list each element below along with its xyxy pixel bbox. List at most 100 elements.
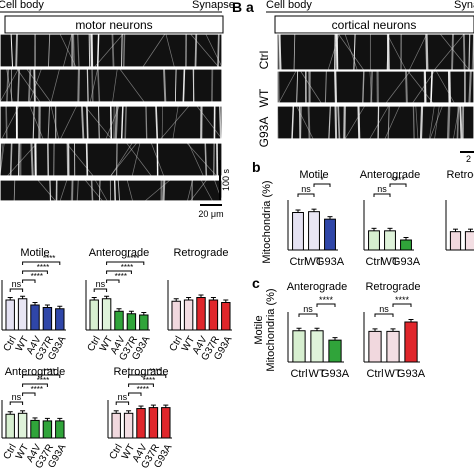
bar-chart: AnterogradeCtrlWTA4VG37RG93Ans**********…: [1, 366, 69, 471]
kymo-stationary-trace: [109, 105, 113, 140]
kymo-moving-trace: [126, 179, 133, 202]
kymo-moving-trace: [296, 105, 314, 140]
kymo-moving-trace: [278, 70, 297, 104]
kymo-moving-trace: [89, 68, 98, 103]
sig-bracket: [9, 401, 24, 405]
kymo-left-row: [0, 33, 223, 68]
kymo-stationary-trace: [357, 105, 361, 140]
bar: [400, 239, 412, 251]
kymo-left-row: [0, 179, 223, 202]
kymo-label-wt: WT: [257, 88, 271, 107]
sig-label: ns: [12, 392, 22, 402]
kymo-stationary-trace: [66, 142, 70, 177]
kymo-stationary-trace: [324, 70, 327, 104]
kymo-stationary-trace: [362, 70, 365, 104]
kymo-stationary-trace: [296, 70, 299, 104]
kymo-border: [0, 142, 223, 177]
sig-label: ****: [395, 295, 410, 305]
chart-title: Anterograde: [287, 281, 348, 293]
kymo-stationary-trace: [459, 105, 462, 140]
kymo-moving-trace: [84, 105, 112, 140]
kymo-border: [276, 105, 474, 140]
bar: [368, 330, 382, 363]
x-tick-label: WT: [305, 256, 322, 268]
kymo-stationary-trace: [412, 105, 415, 140]
kymo-stationary-trace: [446, 105, 451, 140]
kymo-stationary-trace: [163, 68, 167, 103]
kymo-stationary-trace: [387, 105, 390, 140]
kymo-moving-trace: [110, 142, 133, 177]
kymo-stationary-trace: [10, 33, 14, 68]
kymo-stationary-trace: [459, 105, 463, 140]
sig-bracket: [93, 288, 108, 292]
kymo-moving-trace: [196, 105, 223, 140]
kymo-moving-trace: [187, 179, 193, 202]
sig-label: ****: [137, 385, 149, 394]
kymo-label-g93a: G93A: [257, 117, 271, 148]
left-title: motor neurons: [75, 18, 152, 32]
panel-b-a-label: B a: [232, 0, 254, 15]
kymo-stationary-trace: [113, 179, 116, 202]
bar-chart: AnterogradeCtrlWTA4VG37RG93Ans**********…: [85, 247, 153, 363]
bar: [126, 313, 137, 331]
scale-time-label: 100 s: [221, 168, 231, 191]
kymo-moving-trace: [7, 142, 38, 177]
c-ylabel-b: Mitochondria (%): [265, 288, 277, 371]
bar: [42, 420, 53, 439]
kymo-moving-trace: [200, 179, 213, 202]
kymo-stationary-trace: [145, 105, 148, 140]
kymo-border: [0, 33, 223, 68]
kymo-stationary-trace: [9, 142, 13, 177]
chart-title: Motile: [20, 247, 49, 259]
kymo-moving-trace: [409, 33, 428, 71]
sig-bracket: [373, 193, 391, 197]
left-kymographs: 100 s 20 μm: [0, 33, 231, 219]
kymo-stationary-trace: [48, 33, 51, 68]
kymo-moving-trace: [385, 70, 411, 104]
bar: [30, 419, 40, 439]
kymo-stationary-trace: [97, 68, 101, 103]
kymo-stationary-trace: [77, 68, 80, 103]
kymo-stationary-trace: [192, 68, 195, 103]
bar: [148, 407, 159, 439]
kymo-moving-trace: [344, 33, 358, 71]
kymo-moving-trace: [384, 105, 400, 140]
kymo-moving-trace: [439, 33, 470, 71]
kymo-stationary-trace: [276, 33, 280, 71]
bar: [208, 299, 219, 331]
sig-bracket: [22, 261, 61, 265]
x-tick-label: Ctrl: [290, 368, 307, 380]
kymo-stationary-trace: [27, 68, 32, 103]
sig-bracket: [115, 401, 130, 405]
kymo-stationary-trace: [307, 105, 311, 140]
sig-bracket: [316, 303, 336, 307]
kymo-moving-trace: [59, 179, 68, 202]
kymo-moving-trace: [144, 179, 171, 202]
sig-bracket: [128, 383, 154, 387]
kymo-stationary-trace: [293, 33, 296, 71]
kymo-stationary-trace: [6, 68, 10, 103]
kymo-moving-trace: [186, 142, 217, 177]
kymo-stationary-trace: [468, 70, 472, 104]
sig-label: ****: [31, 272, 43, 281]
kymo-moving-trace: [429, 105, 443, 140]
kymo-moving-trace: [150, 142, 165, 177]
kymo-stationary-trace: [334, 70, 338, 104]
bar: [324, 218, 336, 251]
sig-bracket: [297, 193, 315, 197]
kymo-stationary-trace: [451, 33, 454, 71]
kymo-stationary-trace: [86, 68, 89, 103]
sig-label: ****: [143, 376, 155, 385]
bar: [42, 307, 53, 331]
kymo-stationary-trace: [448, 70, 452, 104]
kymo-moving-trace: [94, 179, 108, 202]
kymo-right-row: [276, 33, 474, 71]
kymo-stationary-trace: [328, 105, 331, 140]
kymo-stationary-trace: [353, 33, 356, 71]
kymo-background: [277, 106, 474, 139]
